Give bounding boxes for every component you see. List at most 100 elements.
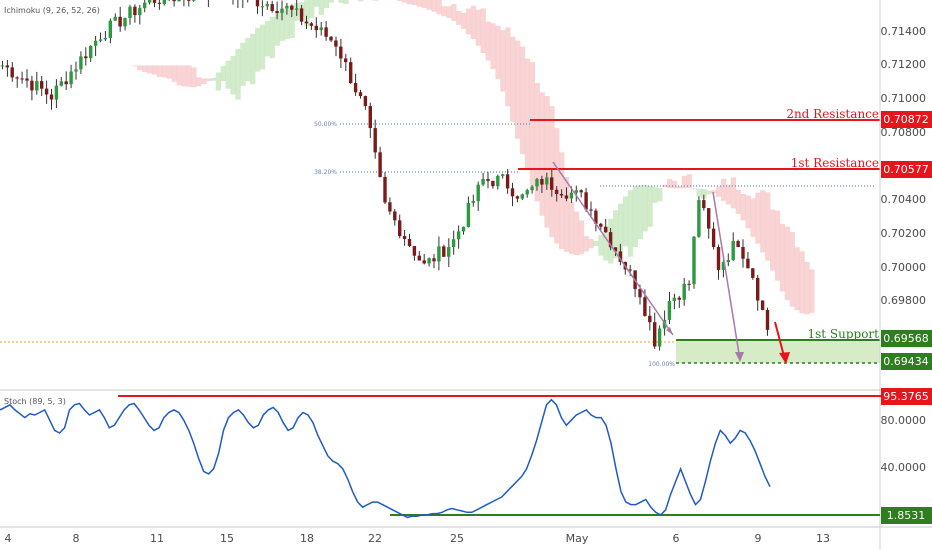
cloud-segment (225, 60, 231, 89)
candle-body (128, 6, 132, 18)
cloud-segment (210, 77, 217, 81)
candle-body (275, 11, 279, 13)
cloud-segment (166, 65, 173, 79)
candle-body (422, 260, 426, 264)
time-tick: 15 (220, 532, 234, 545)
candle-body (412, 246, 417, 256)
cloud-segment (745, 195, 751, 229)
time-tick: 6 (673, 532, 680, 545)
cloud-segment (809, 269, 815, 313)
time-tick: 25 (450, 532, 464, 545)
support-zone (676, 340, 880, 363)
candle-body (653, 322, 657, 347)
cloud-segment (230, 55, 236, 95)
support-1-label: 1st Support (807, 327, 879, 341)
cloud-segment (201, 78, 207, 84)
resistance-1-price-tag (881, 161, 932, 178)
candle-body (525, 190, 529, 195)
candle-body (388, 202, 392, 212)
cloud-segment (784, 226, 790, 301)
cloud-segment (701, 189, 707, 199)
cloud-segment (652, 187, 658, 203)
cloud-segment (642, 184, 648, 232)
stoch-line (0, 398, 771, 519)
cloud-segment (289, 5, 295, 38)
candle-body (432, 258, 436, 262)
candle-body (687, 283, 691, 285)
candle-body (731, 241, 735, 260)
candle-body (393, 211, 397, 221)
candle-body (30, 80, 34, 91)
cloud-segment (470, 5, 477, 40)
swing-arrow-1-head (666, 327, 673, 335)
candle-body (476, 184, 480, 202)
cloud-segment (676, 186, 683, 189)
candle-body (143, 2, 147, 9)
cloud-segment (274, 12, 280, 46)
candle-body (707, 208, 711, 229)
stoch-low-tag (881, 507, 932, 524)
candle-body (530, 186, 534, 191)
candle-body (726, 260, 730, 263)
cloud-segment (313, 0, 320, 7)
time-tick: 22 (368, 532, 382, 545)
candle-body (407, 239, 412, 246)
candle-body (378, 152, 382, 177)
candle-body (290, 5, 294, 10)
cloud-segment (323, 0, 329, 9)
support-1-price-tag (881, 330, 932, 347)
candle-body (648, 315, 652, 323)
candle-body (334, 40, 338, 47)
cloud-segment (765, 192, 771, 261)
price-tick: 0.70200 (881, 227, 927, 240)
cloud-segment (426, 0, 432, 10)
cloud-segment (436, 0, 442, 15)
candle-body (123, 18, 127, 27)
time-tick: 13 (816, 532, 830, 545)
candle-body (319, 27, 323, 31)
candle-body (344, 58, 348, 63)
candle-body (741, 247, 745, 259)
cloud-segment (372, 0, 378, 1)
swing-arrow-2-head (735, 352, 744, 362)
cloud-segment (578, 220, 584, 255)
cloud-segment (559, 152, 565, 249)
candle-body (554, 189, 559, 194)
candle-body (5, 65, 9, 68)
candle-body (427, 258, 431, 264)
fib-100-label: 100.00% (648, 361, 675, 368)
candle-body (618, 251, 623, 262)
cloud-segment (613, 210, 619, 259)
stoch-high-tag (881, 388, 932, 405)
cloud-segment (142, 65, 148, 73)
cloud-segment (264, 21, 271, 57)
candle-body (147, 0, 152, 3)
cloud-segment (240, 42, 246, 86)
cloud-segment (564, 177, 570, 252)
cloud-segment (524, 58, 531, 170)
candle-body (451, 239, 456, 247)
candle-body (501, 174, 505, 176)
cloud-segment (721, 179, 727, 201)
candle-body (280, 8, 284, 13)
cloud-segment (686, 174, 692, 188)
candle-body (662, 319, 667, 329)
cloud-segment (799, 251, 805, 314)
candle-body (510, 188, 515, 197)
ichimoku-cloud (132, 0, 815, 315)
candle-body (20, 78, 24, 80)
cloud-segment (416, 0, 423, 7)
price-tick: 0.69800 (881, 294, 927, 307)
cloud-segment (485, 21, 491, 61)
candle-body (486, 179, 490, 181)
candle-body (677, 297, 681, 300)
candle-body (702, 200, 706, 209)
cloud-segment (568, 202, 575, 255)
time-axis: 4 8 11 15 18 22 25 May 6 9 13 (5, 532, 831, 545)
candle-body (59, 81, 63, 86)
candle-body (383, 177, 387, 203)
resistance-1-price: 0.70577 (883, 163, 929, 176)
support-2-price-tag (881, 353, 932, 370)
cloud-segment (588, 239, 594, 248)
